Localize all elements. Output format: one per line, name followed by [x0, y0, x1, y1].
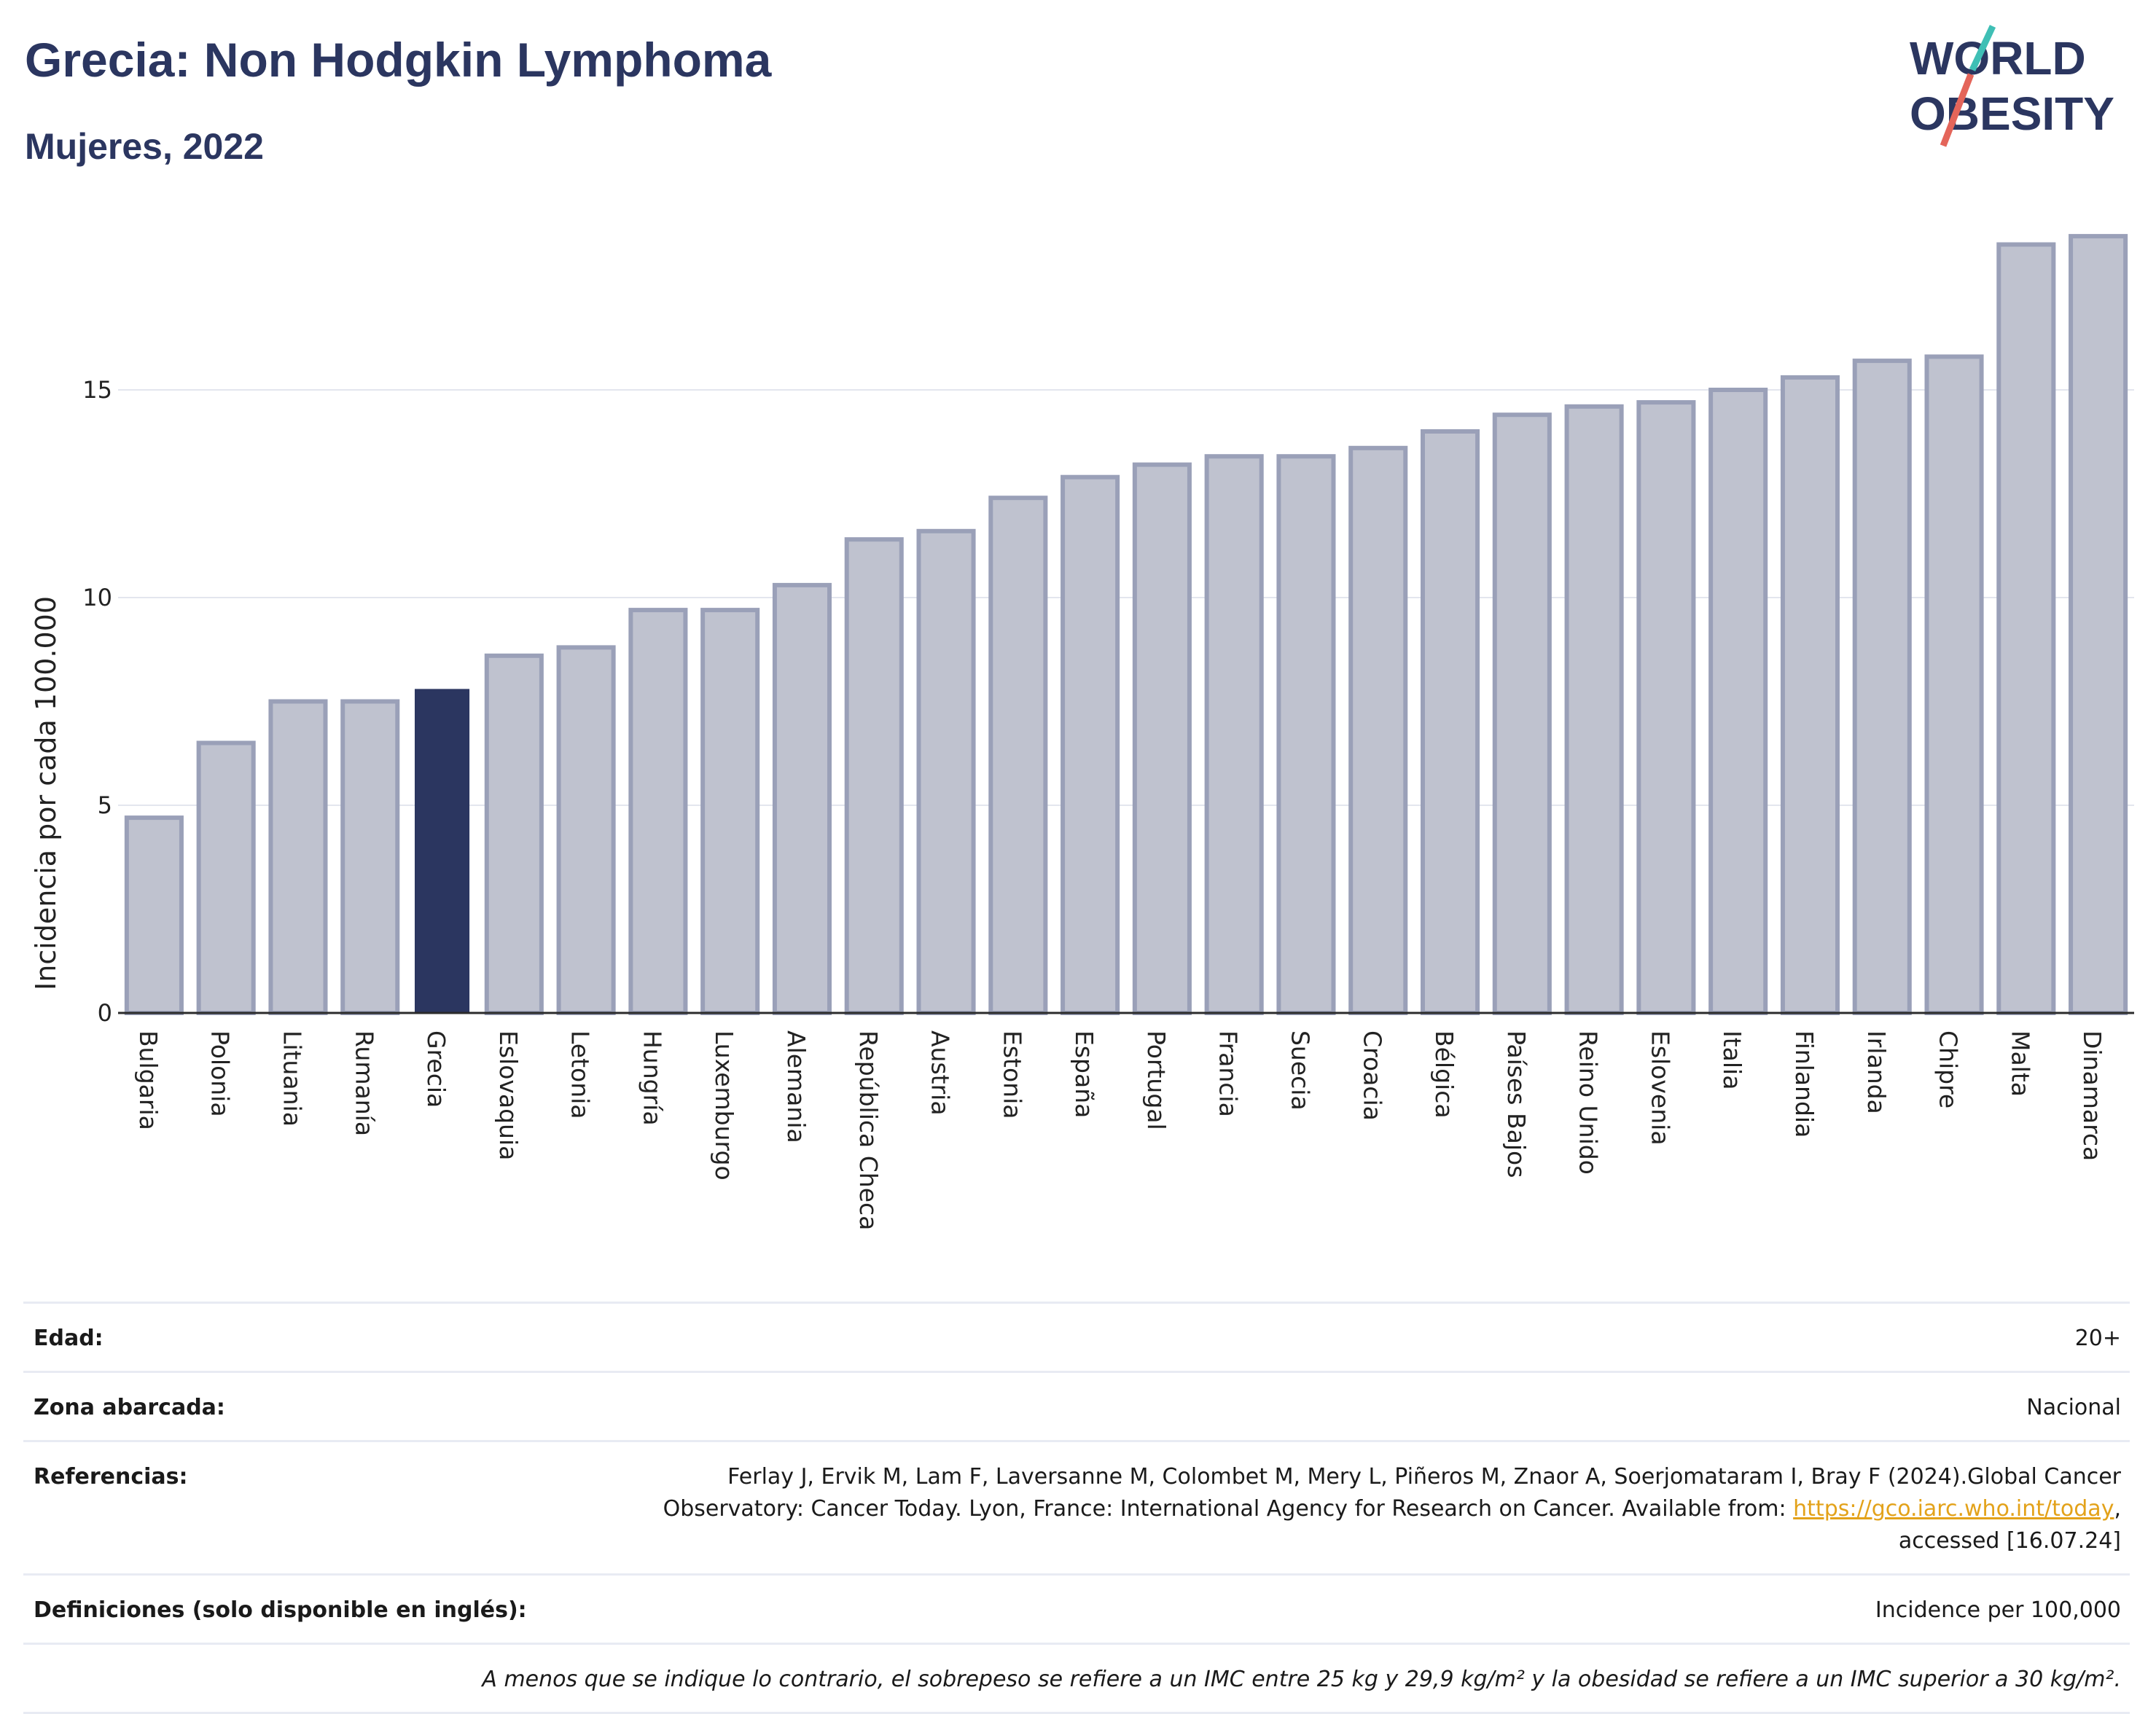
x-tick-label: Malta [2006, 1030, 2034, 1097]
bar-alemania [772, 582, 832, 1015]
references-text-4: accessed [16.07.24] [1898, 1528, 2121, 1554]
x-tick-label: Hungría [638, 1030, 666, 1126]
x-axis-labels: Bulgaria Polonia Lituania Rumanía Grecia Eslo… [134, 1030, 2106, 1230]
references-value: Ferlay J, Ervik M, Lam F, Laversanne M, … [663, 1461, 2121, 1557]
bars [124, 234, 2128, 1016]
y-tick-label: 5 [98, 791, 112, 819]
bar-dinamarca [2069, 234, 2128, 1016]
bar-eslovaquia [484, 653, 544, 1015]
bar-francia [1204, 454, 1264, 1015]
area-value: Nacional [2026, 1395, 2121, 1420]
bar-letonia [556, 645, 616, 1016]
x-tick-label: Dinamarca [2078, 1030, 2106, 1161]
bar-reino-unido [1564, 404, 1624, 1015]
bar-países-bajos [1492, 412, 1552, 1015]
bar-rumanía [340, 699, 400, 1015]
x-tick-label: Italia [1718, 1030, 1746, 1089]
x-tick-label: Austria [926, 1030, 955, 1116]
bar-españa [1061, 474, 1120, 1015]
meta-row-definitions: Definiciones (solo disponible en inglés)… [23, 1573, 2130, 1643]
x-tick-label: Países Bajos [1502, 1030, 1531, 1178]
x-tick-label: Letonia [566, 1030, 595, 1119]
x-tick-label: Polonia [206, 1030, 235, 1117]
references-link[interactable]: https://gco.iarc.who.int/today [1793, 1496, 2114, 1522]
chart-subtitle: Mujeres, 2022 [25, 126, 264, 167]
logo-accent-teal [1969, 25, 1996, 71]
bar-estonia [988, 496, 1048, 1015]
x-tick-label: Bélgica [1430, 1030, 1458, 1119]
x-tick-label: Suecia [1286, 1030, 1314, 1111]
references-label: Referencias: [34, 1464, 188, 1490]
bar-irlanda [1852, 359, 1912, 1016]
bar-lituania [268, 699, 328, 1015]
bar-bélgica [1420, 429, 1480, 1015]
y-tick-label: 10 [82, 584, 112, 611]
x-tick-label: Rumanía [350, 1030, 378, 1136]
x-tick-label: Luxemburgo [710, 1030, 738, 1181]
x-tick-label: Eslovenia [1646, 1030, 1674, 1146]
logo-text-obesity: OBESITY [1910, 87, 2114, 140]
footnote: A menos que se indique lo contrario, el … [482, 1667, 2121, 1692]
chart-title: Grecia: Non Hodgkin Lymphoma [25, 33, 772, 87]
bar-república-checa [844, 537, 904, 1015]
bar-portugal [1132, 462, 1192, 1015]
meta-row-area: Zona abarcada: Nacional [23, 1371, 2130, 1440]
x-tick-label: Alemania [782, 1030, 811, 1143]
x-tick-label: Estonia [998, 1030, 1026, 1119]
logo-accent-coral [1940, 73, 1975, 147]
references-text-2: Observatory: Cancer Today. Lyon, France:… [663, 1496, 1794, 1522]
bar-malta [1996, 242, 2056, 1015]
bar-polonia [196, 740, 256, 1015]
bar-austria [916, 528, 976, 1015]
bar-chipre [1924, 354, 1984, 1015]
bar-eslovenia [1636, 400, 1696, 1015]
definitions-value: Incidence per 100,000 [1875, 1597, 2121, 1623]
x-tick-label: Chipre [1934, 1030, 1963, 1108]
logo-text-world: WORLD [1910, 32, 2086, 85]
x-tick-label: Eslovaquia [494, 1030, 523, 1160]
x-tick-label: Croacia [1358, 1030, 1386, 1121]
bar-grecia [414, 689, 470, 1013]
x-tick-label: Lituania [278, 1030, 306, 1127]
bar-hungría [628, 608, 688, 1015]
area-label: Zona abarcada: [34, 1395, 225, 1420]
y-tick-label: 0 [98, 999, 112, 1027]
world-obesity-logo: WORLD OBESITY [1910, 25, 2114, 147]
x-tick-label: España [1070, 1030, 1098, 1118]
x-tick-label: República Checa [854, 1030, 883, 1230]
x-tick-label: Francia [1214, 1030, 1243, 1117]
meta-row-references: Referencias: Ferlay J, Ervik M, Lam F, L… [23, 1440, 2130, 1573]
metadata-table: Edad: 20+ Zona abarcada: Nacional Refere… [23, 1302, 2130, 1714]
y-tick-label: 15 [82, 376, 112, 404]
y-axis-title: Incidencia por cada 100.000 [30, 596, 62, 990]
x-tick-label: Grecia [422, 1030, 450, 1108]
meta-row-note: A menos que se indique lo contrario, el … [23, 1643, 2130, 1714]
bar-luxemburgo [700, 608, 760, 1015]
definitions-label: Definiciones (solo disponible en inglés)… [34, 1597, 527, 1623]
bar-suecia [1276, 454, 1336, 1015]
y-axis-ticks: 0 5 10 15 [82, 376, 112, 1027]
bar-finlandia [1780, 375, 1840, 1015]
references-text-3: , [2114, 1496, 2121, 1522]
x-tick-label: Reino Unido [1574, 1030, 1603, 1175]
references-text-1: Ferlay J, Ervik M, Lam F, Laversanne M, … [727, 1464, 2121, 1490]
x-tick-label: Irlanda [1862, 1030, 1891, 1114]
age-label: Edad: [34, 1326, 103, 1351]
x-tick-label: Finlandia [1790, 1030, 1819, 1138]
x-tick-label: Bulgaria [134, 1030, 163, 1130]
bar-italia [1708, 388, 1768, 1015]
x-tick-label: Portugal [1142, 1030, 1171, 1130]
meta-row-age: Edad: 20+ [23, 1302, 2130, 1371]
bar-bulgaria [124, 815, 184, 1015]
bar-croacia [1348, 445, 1408, 1015]
age-value: 20+ [2074, 1326, 2121, 1351]
bar-chart: 0 5 10 15 Bulgaria Polonia Lituania Rumanía Gre… [30, 234, 2134, 1230]
